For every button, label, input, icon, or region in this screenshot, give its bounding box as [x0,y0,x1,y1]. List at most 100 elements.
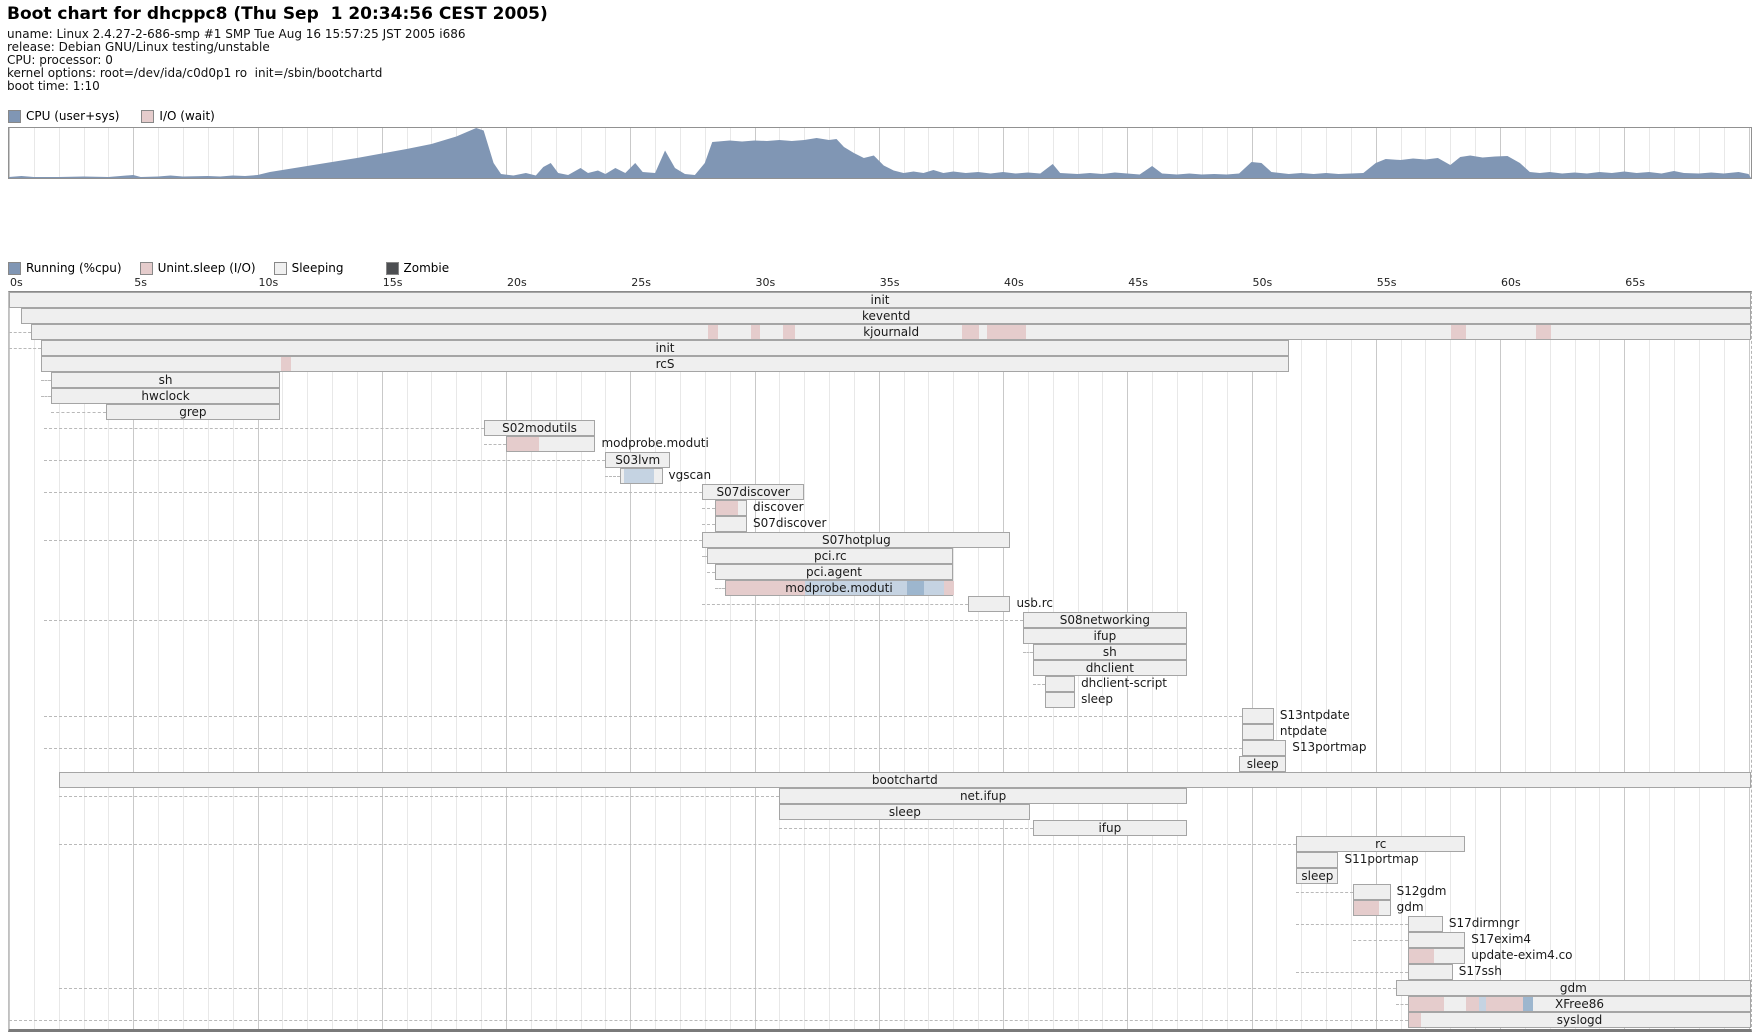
process-bar: bootchartd [58,772,1751,788]
tree-connector [1395,1004,1409,1005]
time-tick-label: 30s [755,276,776,289]
legend-item: Running (%cpu) [8,261,122,275]
state-segment [708,325,719,339]
gridline [804,292,806,1029]
gridline [729,292,731,1029]
gridline [679,292,681,1029]
process-label: sh [158,373,173,387]
tree-connector [43,492,703,493]
state-segment [986,325,1027,339]
time-tick-label: 10s [258,276,279,289]
tree-connector [702,604,969,605]
gridline [1201,292,1203,1029]
process-bar: ifup [1032,820,1187,836]
time-tick-label: 40s [1004,276,1024,289]
gridline [679,128,681,178]
process-label: pci.rc [813,549,847,563]
legend-swatch-icon [385,261,399,275]
cpu-legend: CPU (user+sys) I/O (wait) [8,109,237,123]
time-tick-label: 65s [1625,276,1645,289]
gridline [630,128,632,178]
process-bar: S07discover [702,484,805,500]
tree-connector [51,412,106,413]
time-tick-label: 55s [1376,276,1397,289]
process-label: sleep [888,805,921,819]
state-segment [782,325,796,339]
legend-item: Sleeping [273,261,344,275]
gridline [655,128,657,178]
process-label: bootchartd [871,773,938,787]
gridline [1226,128,1228,178]
legend-label: Unint.sleep (I/O) [157,261,256,275]
legend-item: CPU (user+sys) [8,109,119,123]
process-bar [1408,932,1466,948]
process-bar [1353,900,1391,916]
process-bar: sh [1032,644,1187,660]
gridline [978,292,980,1029]
gridline [655,292,657,1029]
process-label: S11portmap [1344,852,1419,866]
gridline [1375,292,1377,1029]
process-label: net.ifup [959,789,1007,803]
process-bar: sleep [779,804,1031,820]
legend-item: Unint.sleep (I/O) [139,261,256,275]
time-tick-label: 5s [134,276,147,289]
gridline [182,128,184,178]
gridline [878,128,880,178]
process-label: S17dirmngr [1448,916,1520,930]
gridline [307,292,309,1029]
legend-label: I/O (wait) [159,109,215,123]
process-bar [1045,676,1076,692]
gridline [158,128,160,178]
tree-connector [483,444,506,445]
legend-label: Running (%cpu) [26,261,122,275]
tree-connector [1353,940,1409,941]
gridline [530,292,532,1029]
state-segment [715,501,739,515]
gridline [704,128,706,178]
gridline [58,292,60,1029]
gridline [1698,128,1700,178]
gridline [456,292,458,1029]
gridline [1649,128,1651,178]
tree-connector [605,476,621,477]
tree-connector [43,748,1242,749]
tree-connector [43,460,606,461]
state-segment [1409,949,1434,963]
legend-item: I/O (wait) [141,109,215,123]
tree-connector [43,428,484,429]
gridline [1077,128,1079,178]
gridline [1027,292,1029,1029]
tree-connector [9,332,32,333]
gridline [1549,128,1551,178]
process-label: usb.rc [1016,596,1054,610]
gridline [207,128,209,178]
gridline [1723,128,1725,178]
gridline [108,128,110,178]
gridline [282,292,284,1029]
tree-connector [1296,972,1409,973]
legend-swatch-icon [141,109,155,123]
process-bar [1296,852,1339,868]
gridline [853,128,855,178]
process-bar [1241,708,1274,724]
gridline [381,128,383,178]
process-bar: sh [51,372,280,388]
state-segment [1486,997,1524,1011]
process-bar: dhclient [1032,660,1187,676]
tree-connector [43,540,703,541]
gridline [580,292,582,1029]
gridline [1276,128,1278,178]
process-label: rcS [655,357,675,371]
legend-label: Zombie [403,261,450,275]
gridline [1673,292,1675,1029]
gridline [1301,128,1303,178]
gridline [1574,292,1576,1029]
process-label: modprobe.moduti [601,436,709,450]
gridline [1127,128,1129,178]
process-label: grep [179,405,207,419]
process-bar: grep [105,404,280,420]
time-tick-label: 60s [1501,276,1521,289]
process-label: pci.agent [805,565,863,579]
